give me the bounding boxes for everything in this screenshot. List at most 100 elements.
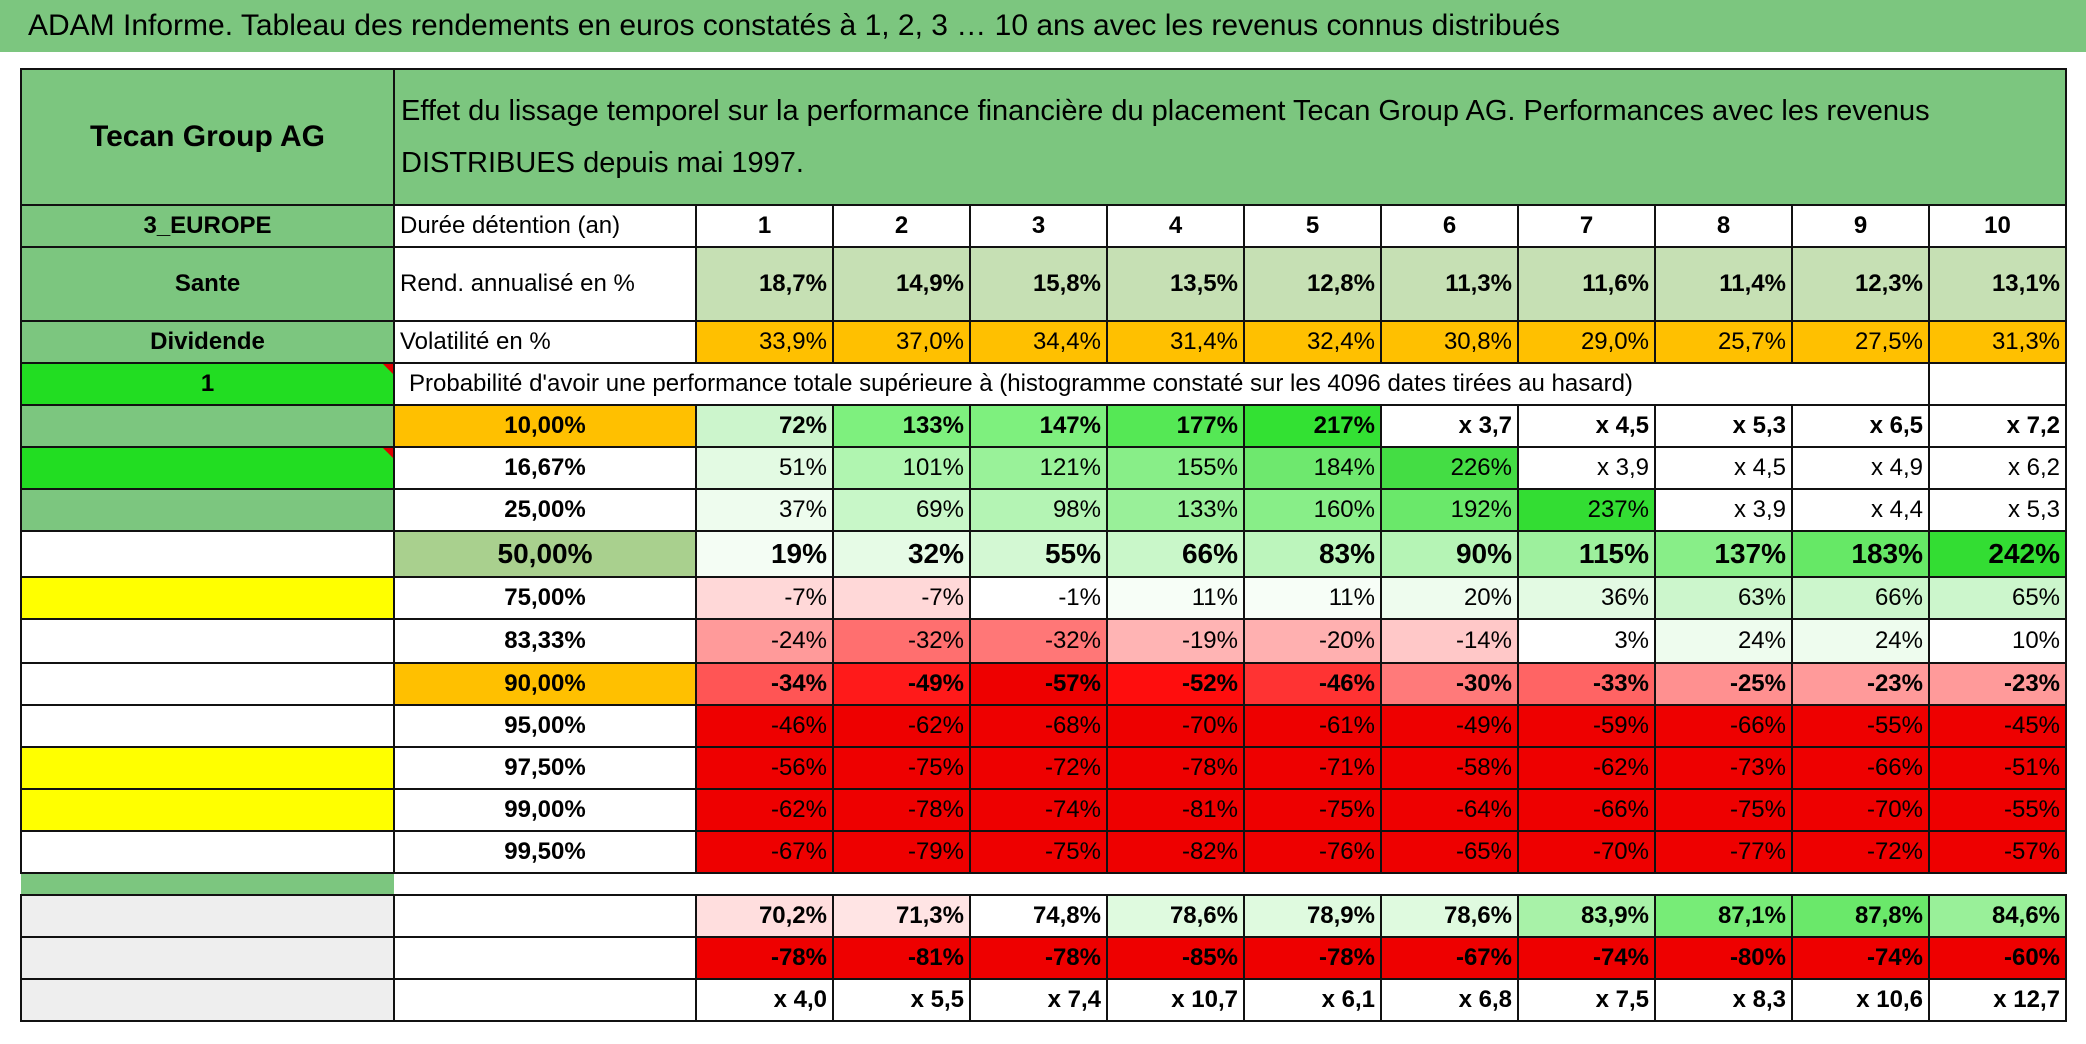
quantile-value[interactable]: -30% xyxy=(1380,662,1519,706)
volat-cell[interactable]: 27,5% xyxy=(1791,320,1930,364)
quantile-value[interactable]: -7% xyxy=(832,576,971,620)
left-momentum[interactable] xyxy=(20,894,395,938)
quantile-value[interactable]: 147% xyxy=(969,404,1108,448)
quantile-value[interactable]: 133% xyxy=(1106,488,1245,532)
quantile-value[interactable]: 63% xyxy=(1654,576,1793,620)
quantile-label[interactable]: 99,00% xyxy=(393,788,697,832)
quantile-value[interactable]: 101% xyxy=(832,446,971,490)
quantile-value[interactable]: -52% xyxy=(1106,662,1245,706)
quantile-value[interactable]: -7% xyxy=(695,576,834,620)
quantile-value[interactable]: -75% xyxy=(1243,788,1382,832)
maximum-cell[interactable]: x 6,8 xyxy=(1380,978,1519,1022)
quantile-value[interactable]: x 3,9 xyxy=(1517,446,1656,490)
year-header-6[interactable]: 6 xyxy=(1380,204,1519,248)
quantile-value[interactable]: 69% xyxy=(832,488,971,532)
left-period[interactable] xyxy=(20,530,395,578)
year-header-2[interactable]: 2 xyxy=(832,204,971,248)
perfo-pos-cell[interactable]: 78,9% xyxy=(1243,894,1382,938)
maximum-cell[interactable]: x 6,1 xyxy=(1243,978,1382,1022)
maximum-cell[interactable]: x 7,5 xyxy=(1517,978,1656,1022)
perfo-pos-cell[interactable]: 87,1% xyxy=(1654,894,1793,938)
quantile-value[interactable]: 24% xyxy=(1791,618,1930,664)
rend-cell[interactable]: 13,1% xyxy=(1927,246,2068,322)
quantile-value[interactable]: x 3,9 xyxy=(1654,488,1793,532)
quantile-value[interactable]: -49% xyxy=(832,662,971,706)
quantile-value[interactable]: -65% xyxy=(1380,830,1519,874)
quantile-value[interactable]: -57% xyxy=(969,662,1108,706)
quantile-value[interactable]: x 3,7 xyxy=(1380,404,1519,448)
perfo-pos-cell[interactable]: 83,9% xyxy=(1517,894,1656,938)
left-zscore[interactable] xyxy=(20,936,395,980)
quantile-value[interactable]: -78% xyxy=(832,788,971,832)
perfo-pos-cell[interactable]: 71,3% xyxy=(832,894,971,938)
quantile-value[interactable]: -58% xyxy=(1380,746,1519,790)
quantile-value[interactable]: -74% xyxy=(969,788,1108,832)
quantile-value[interactable]: -70% xyxy=(1791,788,1930,832)
maximum-cell[interactable]: x 7,4 xyxy=(969,978,1108,1022)
quantile-value[interactable]: -57% xyxy=(1927,830,2068,874)
quantile-label[interactable]: 75,00% xyxy=(393,576,697,620)
quantile-value[interactable]: 137% xyxy=(1654,530,1793,578)
year-header-10[interactable]: 10 xyxy=(1927,204,2068,248)
sector-cell[interactable]: Sante xyxy=(20,246,395,322)
quantile-value[interactable]: -62% xyxy=(695,788,834,832)
year-header-3[interactable]: 3 xyxy=(969,204,1108,248)
perfo-pos-label[interactable] xyxy=(393,894,697,938)
minimum-cell[interactable]: -80% xyxy=(1654,936,1793,980)
perfo-pos-cell[interactable]: 74,8% xyxy=(969,894,1108,938)
year-header-7[interactable]: 7 xyxy=(1517,204,1656,248)
quantile-value[interactable]: x 6,5 xyxy=(1791,404,1930,448)
quantile-label[interactable]: 25,00% xyxy=(393,488,697,532)
maximum-cell[interactable]: x 10,7 xyxy=(1106,978,1245,1022)
quantile-value[interactable]: -68% xyxy=(969,704,1108,748)
quantile-value[interactable]: -78% xyxy=(1106,746,1245,790)
quantile-value[interactable]: x 4,5 xyxy=(1517,404,1656,448)
quantile-value[interactable]: -66% xyxy=(1517,788,1656,832)
quantile-label[interactable]: 90,00% xyxy=(393,662,697,706)
quantile-value[interactable]: -45% xyxy=(1927,704,2068,748)
volat-label[interactable]: Volatilité en % xyxy=(393,320,697,364)
quantile-label[interactable]: 10,00% xyxy=(393,404,697,448)
quantile-label[interactable]: 99,50% xyxy=(393,830,697,874)
year-header-1[interactable]: 1 xyxy=(695,204,834,248)
quantile-value[interactable]: -73% xyxy=(1654,746,1793,790)
rend-cell[interactable]: 11,6% xyxy=(1517,246,1656,322)
quantile-value[interactable]: -34% xyxy=(695,662,834,706)
quantile-value[interactable]: 24% xyxy=(1654,618,1793,664)
rend-cell[interactable]: 15,8% xyxy=(969,246,1108,322)
quantile-value[interactable]: -70% xyxy=(1517,830,1656,874)
volat-cell[interactable]: 32,4% xyxy=(1243,320,1382,364)
quantile-value[interactable]: 184% xyxy=(1243,446,1382,490)
quantile-value[interactable]: 36% xyxy=(1517,576,1656,620)
year-header-8[interactable]: 8 xyxy=(1654,204,1793,248)
minimum-cell[interactable]: -74% xyxy=(1791,936,1930,980)
maximum-cell[interactable]: x 10,6 xyxy=(1791,978,1930,1022)
quantile-value[interactable]: 217% xyxy=(1243,404,1382,448)
rend-cell[interactable]: 12,8% xyxy=(1243,246,1382,322)
header-description[interactable]: Effet du lissage temporel sur la perform… xyxy=(392,68,2068,206)
region-cell[interactable]: 3_EUROPE xyxy=(20,204,395,248)
maximum-cell[interactable]: x 4,0 xyxy=(695,978,834,1022)
volat-cell[interactable]: 31,4% xyxy=(1106,320,1245,364)
perfo-pos-cell[interactable]: 78,6% xyxy=(1106,894,1245,938)
quantile-value[interactable]: 160% xyxy=(1243,488,1382,532)
quantile-value[interactable]: 90% xyxy=(1380,530,1519,578)
quantile-value[interactable]: 98% xyxy=(969,488,1108,532)
quantile-label[interactable]: 83,33% xyxy=(393,618,697,664)
left-box0[interactable] xyxy=(20,446,395,490)
volat-cell[interactable]: 25,7% xyxy=(1654,320,1793,364)
rend-cell[interactable]: 18,7% xyxy=(695,246,834,322)
quantile-value[interactable]: -62% xyxy=(832,704,971,748)
quantile-value[interactable]: -70% xyxy=(1106,704,1245,748)
quantile-value[interactable]: -64% xyxy=(1380,788,1519,832)
left-rend-lt[interactable] xyxy=(20,618,395,664)
quantile-value[interactable]: -46% xyxy=(1243,662,1382,706)
left-blank-cell[interactable] xyxy=(20,830,395,874)
left-volat-lt[interactable] xyxy=(20,662,395,706)
quantile-value[interactable]: -33% xyxy=(1517,662,1656,706)
quantile-value[interactable]: -32% xyxy=(969,618,1108,664)
quantile-value[interactable]: -23% xyxy=(1791,662,1930,706)
quantile-value[interactable]: x 5,3 xyxy=(1927,488,2068,532)
proba-label[interactable]: Probabilité d'avoir une performance tota… xyxy=(393,362,1929,406)
quantile-value[interactable]: -59% xyxy=(1517,704,1656,748)
